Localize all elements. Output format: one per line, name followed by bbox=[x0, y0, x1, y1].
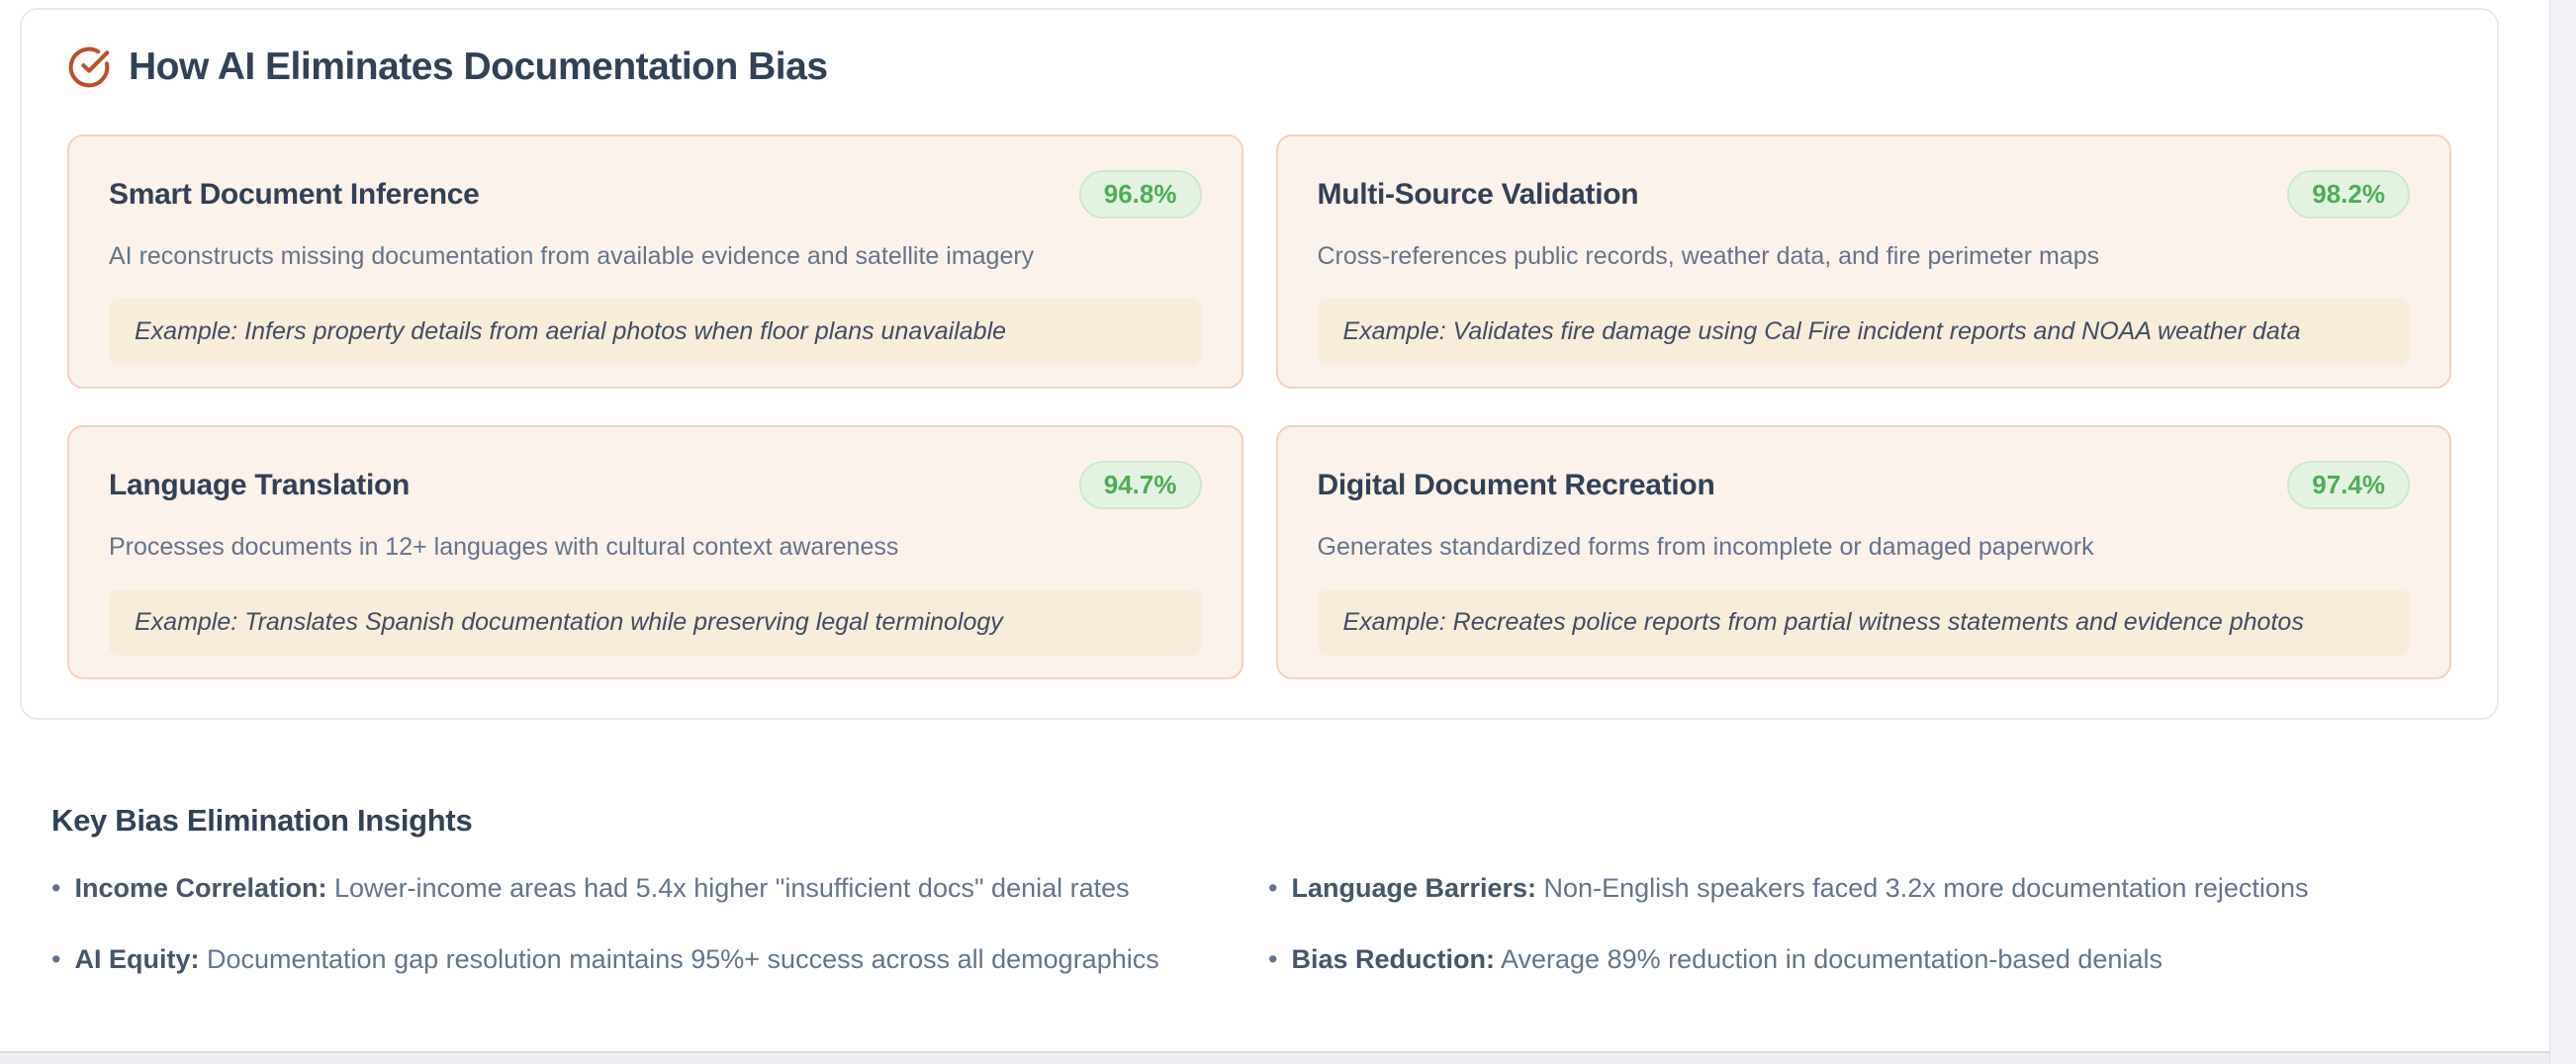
next-section-edge bbox=[0, 1051, 2576, 1064]
card-description: Processes documents in 12+ languages wit… bbox=[109, 533, 899, 562]
bullet-icon: • bbox=[51, 943, 61, 974]
bullet-icon: • bbox=[1268, 943, 1278, 974]
insight-income-correlation: • Income Correlation: Lower-income areas … bbox=[51, 870, 1248, 908]
bullet-icon: • bbox=[51, 873, 61, 903]
accuracy-badge: 96.8% bbox=[1078, 170, 1202, 220]
card-example: Example: Infers property details from ae… bbox=[109, 298, 1202, 365]
insight-text: Documentation gap resolution maintains 9… bbox=[206, 943, 1159, 974]
insight-bias-reduction: • Bias Reduction: Average 89% reduction i… bbox=[1268, 941, 2465, 979]
check-circle-icon bbox=[67, 45, 111, 89]
insights-grid: • Income Correlation: Lower-income areas … bbox=[51, 870, 2465, 979]
card-title: Language Translation bbox=[109, 468, 411, 501]
method-card-smart-document-inference: Smart Document Inference 96.8% AI recons… bbox=[67, 134, 1243, 389]
card-title: Digital Document Recreation bbox=[1317, 468, 1715, 501]
scrollbar-track[interactable] bbox=[2549, 0, 2576, 1064]
key-insights-section: Key Bias Elimination Insights • Income Co… bbox=[51, 803, 2465, 979]
card-example: Example: Validates fire damage using Cal… bbox=[1317, 298, 2410, 365]
accuracy-badge: 97.4% bbox=[2287, 461, 2410, 510]
card-title: Multi-Source Validation bbox=[1317, 177, 1639, 211]
insight-text: Average 89% reduction in documentation-b… bbox=[1501, 943, 2162, 974]
insight-label: Language Barriers: bbox=[1291, 873, 1537, 903]
method-card-digital-document-recreation: Digital Document Recreation 97.4% Genera… bbox=[1275, 425, 2451, 679]
card-description: Generates standardized forms from incomp… bbox=[1317, 533, 2094, 562]
card-description: Cross-references public records, weather… bbox=[1317, 242, 2100, 271]
card-header: Smart Document Inference 96.8% bbox=[109, 170, 1202, 220]
insights-title: Key Bias Elimination Insights bbox=[51, 803, 473, 838]
bullet-icon: • bbox=[1268, 873, 1278, 903]
card-example: Example: Recreates police reports from p… bbox=[1317, 588, 2410, 656]
card-header: Language Translation 94.7% bbox=[109, 461, 1202, 510]
accuracy-badge: 98.2% bbox=[2287, 170, 2410, 220]
ai-bias-elimination-panel: How AI Eliminates Documentation Bias Sma… bbox=[20, 8, 2499, 720]
panel-title: How AI Eliminates Documentation Bias bbox=[129, 45, 828, 88]
card-title: Smart Document Inference bbox=[109, 177, 480, 211]
insight-ai-equity: • AI Equity: Documentation gap resolution… bbox=[51, 941, 1248, 979]
method-card-language-translation: Language Translation 94.7% Processes doc… bbox=[67, 425, 1243, 679]
card-example: Example: Translates Spanish documentatio… bbox=[109, 588, 1202, 656]
card-description: AI reconstructs missing documentation fr… bbox=[109, 242, 1035, 271]
method-cards-grid: Smart Document Inference 96.8% AI recons… bbox=[67, 134, 2451, 679]
insight-label: Bias Reduction: bbox=[1291, 943, 1495, 974]
insight-language-barriers: • Language Barriers: Non-English speakers… bbox=[1268, 870, 2465, 908]
panel-header: How AI Eliminates Documentation Bias bbox=[67, 40, 2451, 95]
insight-text: Non-English speakers faced 3.2x more doc… bbox=[1543, 873, 2309, 903]
insight-label: Income Correlation: bbox=[74, 873, 327, 903]
card-header: Digital Document Recreation 97.4% bbox=[1317, 461, 2410, 510]
accuracy-badge: 94.7% bbox=[1078, 461, 1202, 510]
card-header: Multi-Source Validation 98.2% bbox=[1317, 170, 2410, 220]
insight-label: AI Equity: bbox=[74, 943, 200, 974]
method-card-multi-source-validation: Multi-Source Validation 98.2% Cross-refe… bbox=[1275, 134, 2451, 389]
insight-text: Lower-income areas had 5.4x higher "insu… bbox=[334, 873, 1130, 903]
